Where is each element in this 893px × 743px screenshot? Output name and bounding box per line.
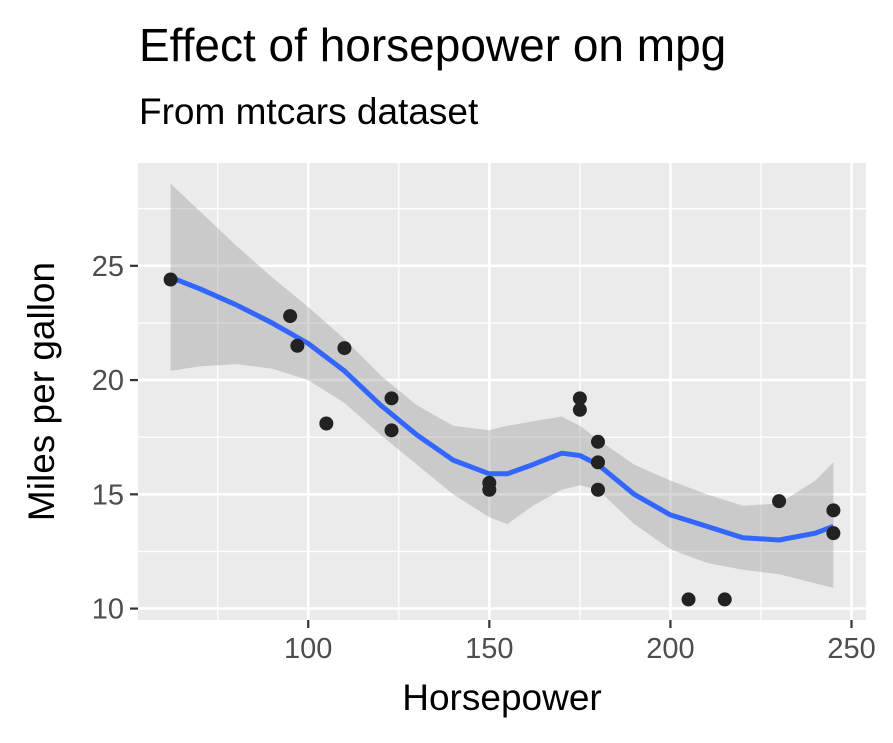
y-axis: 10 15 20 25 [92,251,138,626]
data-point [384,391,399,406]
x-tick-label: 200 [646,633,694,665]
data-point [163,272,178,287]
data-point [681,592,696,607]
data-point [290,338,305,353]
y-tick-label: 20 [92,365,124,397]
x-axis: 100 150 200 250 [284,620,876,665]
data-point [590,482,605,497]
data-point [319,416,334,431]
confidence-band [170,183,834,588]
data-point [572,391,587,406]
y-tick-label: 15 [92,479,124,511]
data-point [717,592,732,607]
data-point [826,503,841,518]
x-tick-label: 150 [465,633,513,665]
y-axis-title: Miles per gallon [21,262,62,521]
data-point [590,455,605,470]
x-axis-title: Horsepower [402,677,601,718]
chart-subtitle: From mtcars dataset [139,91,479,132]
data-points [163,272,841,607]
y-tick-label: 10 [92,594,124,626]
data-point [572,402,587,417]
minor-gridlines [138,163,866,620]
major-gridlines [138,163,866,620]
data-point [772,494,787,509]
data-point [590,434,605,449]
x-tick-label: 250 [827,633,875,665]
y-tick-label: 25 [92,251,124,283]
data-point [826,526,841,541]
x-tick-label: 100 [284,633,332,665]
smooth-line [169,274,835,543]
data-point [337,341,352,356]
data-point [384,423,399,438]
data-point [482,482,497,497]
chart-title: Effect of horsepower on mpg [139,19,727,71]
plot-panel [138,163,866,620]
data-point [283,309,298,324]
